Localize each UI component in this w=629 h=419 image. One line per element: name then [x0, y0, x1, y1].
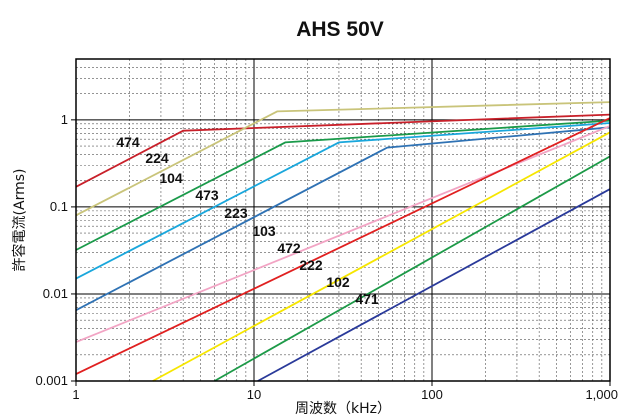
series-label-224: 224	[145, 150, 169, 166]
series-line-471	[257, 188, 611, 382]
series-line-222	[152, 131, 611, 382]
y-tick-label: 0.01	[43, 286, 68, 301]
series-line-102	[214, 155, 611, 382]
series-line-472	[75, 117, 611, 375]
chart-title: AHS 50V	[296, 18, 384, 41]
x-axis-label: 周波数（kHz）	[295, 401, 391, 417]
series-label-474: 474	[116, 134, 140, 150]
y-tick-label: 0.1	[50, 199, 68, 214]
series-label-103: 103	[252, 223, 276, 239]
series-line-104	[75, 119, 611, 251]
y-axis-label: 許容電流(Arms)	[11, 169, 28, 272]
tick-labels: 1 10 100 1,000 0.001 0.01 0.1 1	[35, 112, 618, 402]
series-lines	[75, 101, 611, 382]
series-label-104: 104	[159, 170, 183, 186]
x-tick-label: 1	[72, 387, 79, 402]
series-label-223: 223	[224, 205, 248, 221]
y-tick-label: 0.001	[35, 373, 68, 388]
series-line-473	[75, 122, 611, 280]
series-line-103	[75, 125, 611, 343]
series-line-474	[75, 113, 611, 188]
plot-frame	[75, 58, 611, 382]
grid	[76, 59, 610, 381]
series-label-102: 102	[326, 274, 350, 290]
series-line-224	[75, 101, 611, 217]
y-tick-label: 1	[61, 112, 68, 127]
x-tick-label: 1,000	[585, 387, 618, 402]
series-label-472: 472	[277, 240, 301, 256]
series-line-223	[75, 126, 611, 311]
x-tick-label: 100	[421, 387, 443, 402]
series-label-471: 471	[355, 291, 379, 307]
series-label-222: 222	[299, 257, 323, 273]
x-tick-label: 10	[247, 387, 261, 402]
series-label-473: 473	[195, 187, 219, 203]
